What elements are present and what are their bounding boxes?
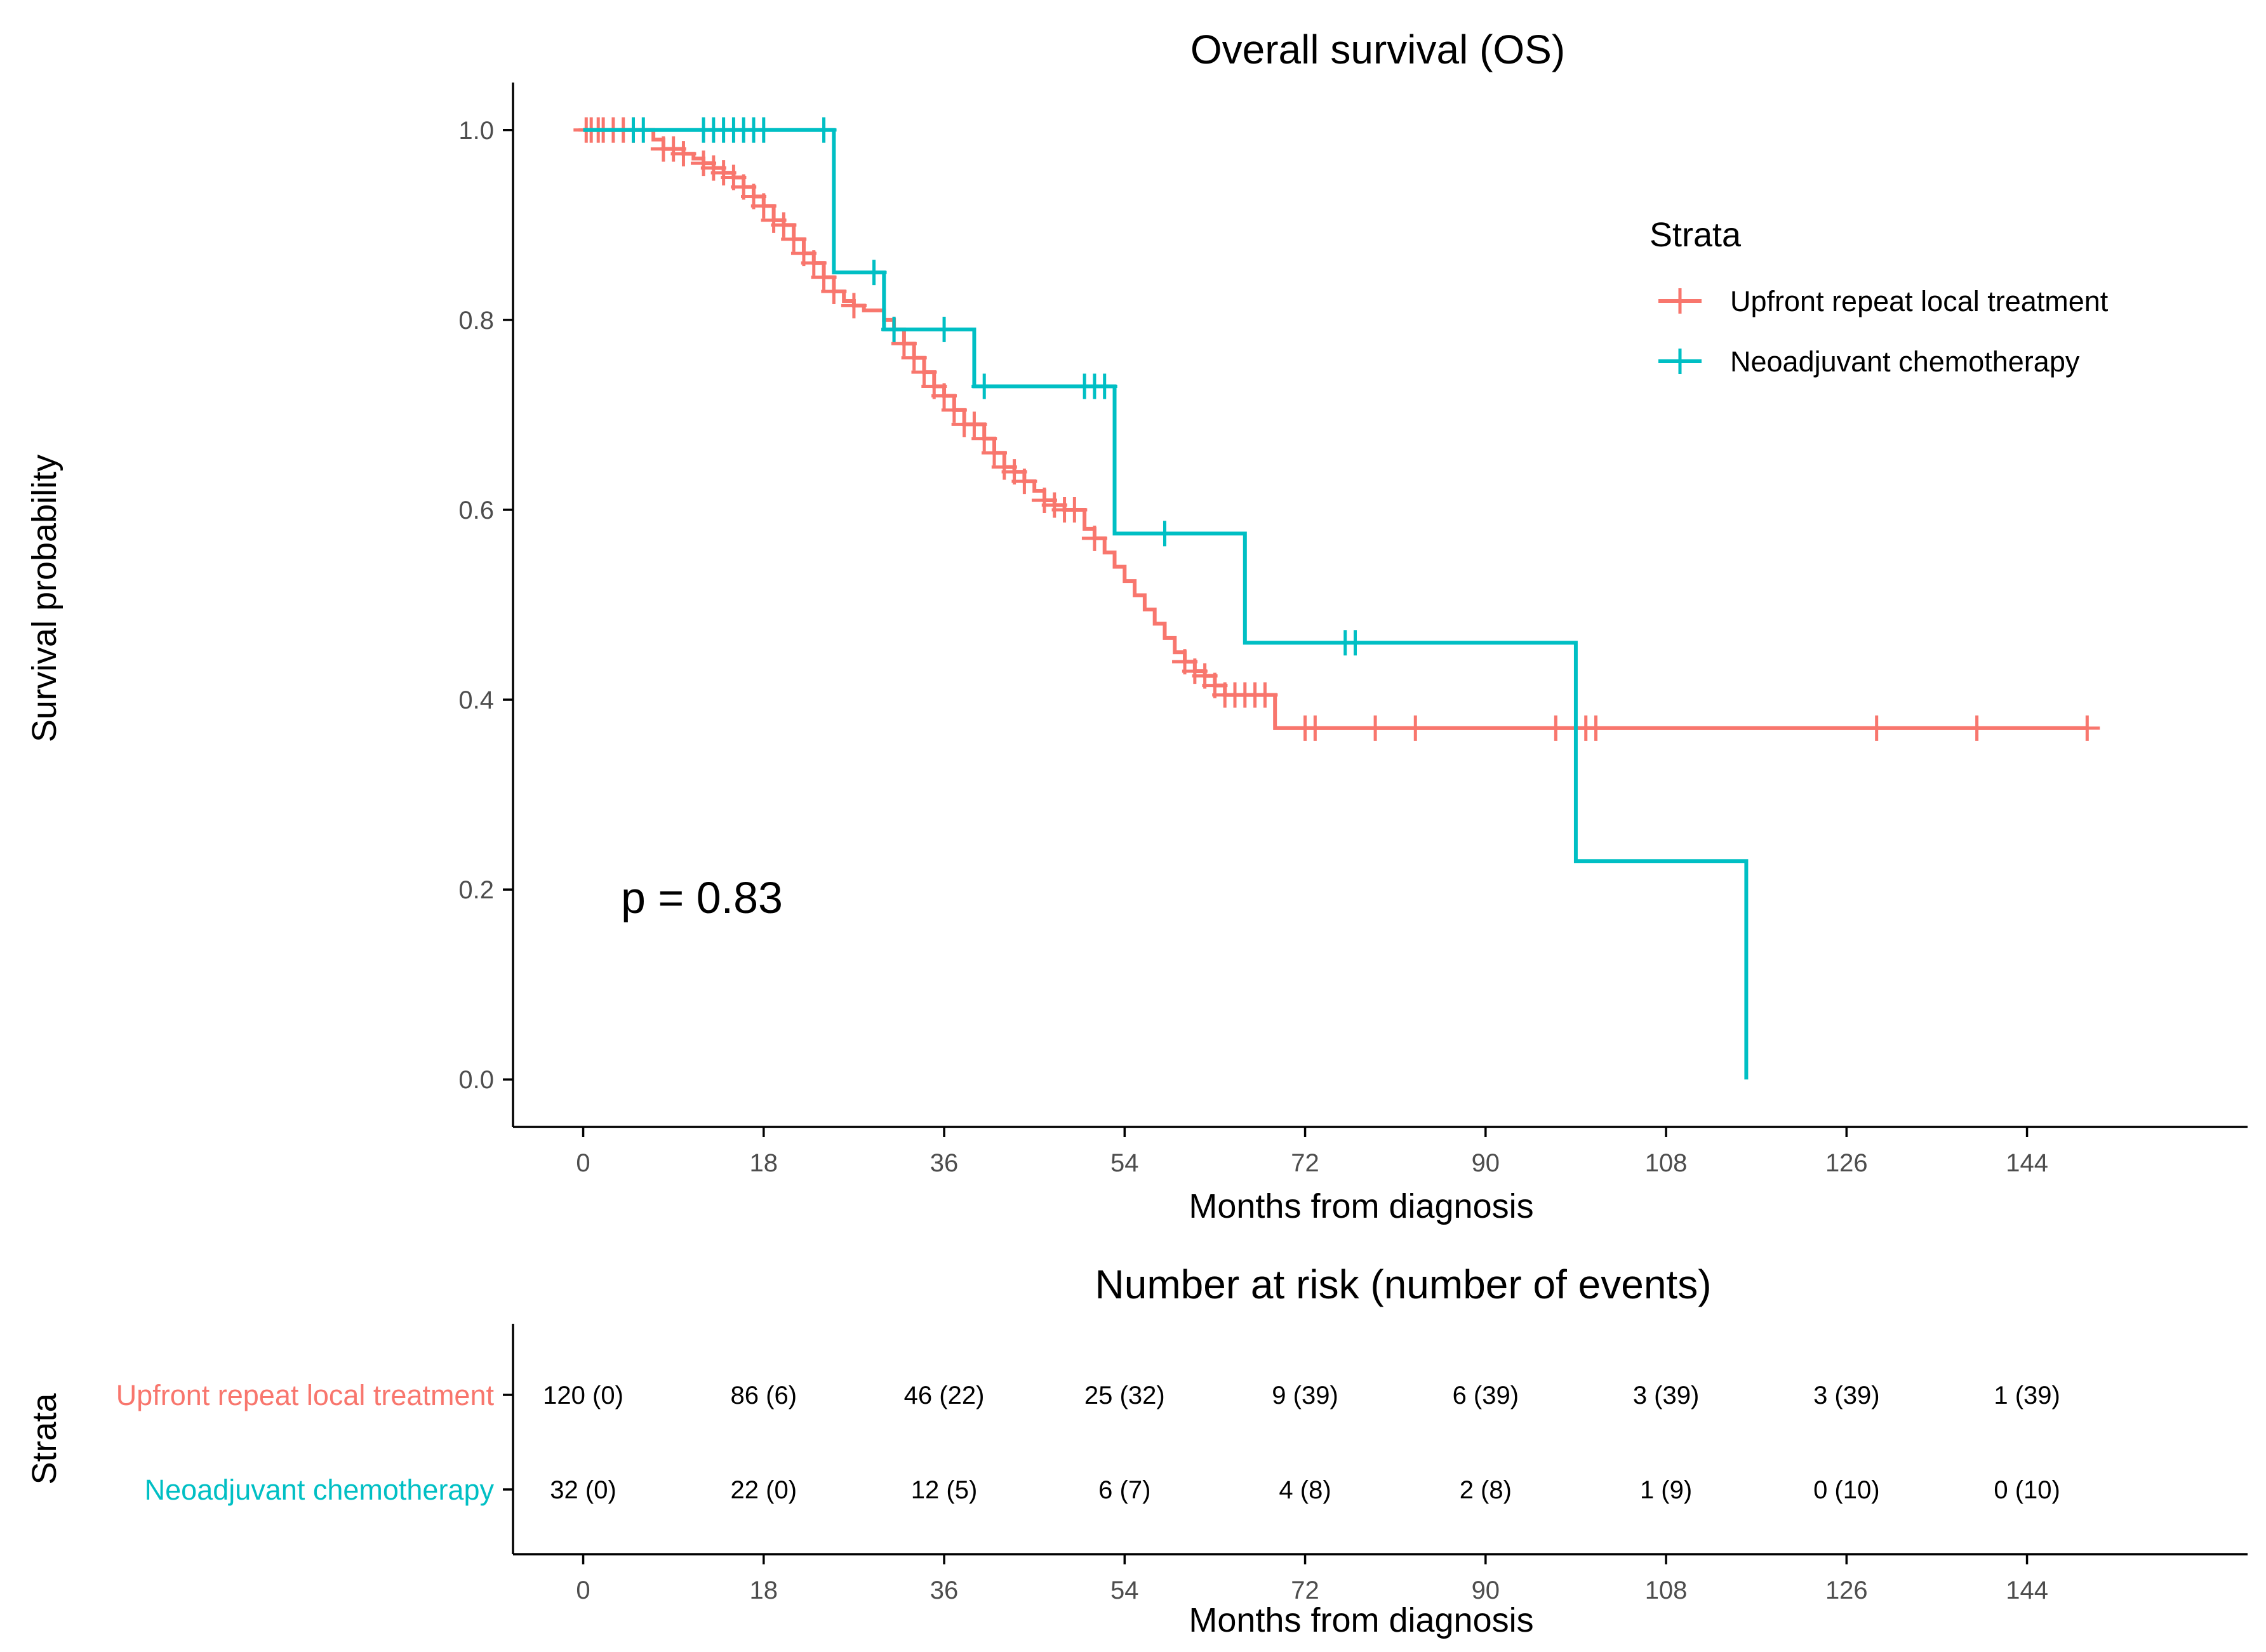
censor-mark bbox=[1342, 630, 1368, 656]
risk-cell: 9 (39) bbox=[1272, 1382, 1338, 1409]
censor-mark bbox=[1363, 715, 1389, 741]
censor-mark bbox=[1543, 715, 1569, 741]
survival-curve-upfront bbox=[583, 128, 2088, 730]
censor-mark bbox=[901, 345, 927, 371]
censor-mark bbox=[1302, 715, 1328, 741]
censor-mark bbox=[750, 117, 776, 143]
x-tick-label: 18 bbox=[750, 1149, 778, 1177]
x-axis-title: Months from diagnosis bbox=[1189, 1187, 1533, 1225]
censor-mark bbox=[750, 193, 776, 219]
risk-cell: 12 (5) bbox=[911, 1476, 978, 1504]
risk-cell: 2 (8) bbox=[1460, 1476, 1512, 1504]
risk-row-label-upfront: Upfront repeat local treatment bbox=[116, 1379, 495, 1411]
censor-mark bbox=[982, 440, 1008, 466]
risk-cell: 32 (0) bbox=[550, 1476, 616, 1504]
censor-mark bbox=[1964, 715, 1990, 741]
y-tick-label: 0.6 bbox=[458, 496, 494, 524]
risk-cell: 3 (39) bbox=[1633, 1382, 1700, 1409]
y-tick-label: 0.4 bbox=[458, 686, 494, 714]
y-tick-label: 0.2 bbox=[458, 876, 494, 904]
legend-key-censor bbox=[1667, 349, 1693, 374]
censor-mark bbox=[1062, 496, 1088, 523]
risk-cell: 1 (39) bbox=[1994, 1382, 2060, 1409]
risk-cell: 120 (0) bbox=[543, 1382, 623, 1409]
risk-y-axis-title: Strata bbox=[25, 1393, 63, 1485]
risk-table-title: Number at risk (number of events) bbox=[1095, 1262, 1712, 1307]
censor-mark bbox=[841, 293, 867, 319]
x-tick-label: 126 bbox=[1825, 1149, 1868, 1177]
censor-mark bbox=[781, 226, 807, 252]
censor-mark bbox=[670, 141, 696, 167]
risk-cell: 46 (22) bbox=[904, 1382, 985, 1409]
censor-mark bbox=[931, 383, 957, 409]
legend-title: Strata bbox=[1650, 216, 1742, 254]
risk-x-tick-label: 108 bbox=[1645, 1576, 1688, 1604]
censor-mark bbox=[2074, 715, 2100, 741]
censor-mark bbox=[1583, 715, 1609, 741]
censor-mark bbox=[1091, 373, 1117, 399]
censor-mark bbox=[911, 359, 937, 385]
censor-mark bbox=[771, 212, 797, 238]
risk-x-tick-label: 0 bbox=[576, 1576, 590, 1604]
chart-title: Overall survival (OS) bbox=[1190, 27, 1565, 72]
x-tick-label: 144 bbox=[2006, 1149, 2048, 1177]
legend-label-neoadjuvant: Neoadjuvant chemotherapy bbox=[1730, 345, 2080, 378]
censor-mark bbox=[1152, 521, 1178, 547]
x-tick-label: 90 bbox=[1472, 1149, 1500, 1177]
censor-mark bbox=[1252, 682, 1278, 708]
risk-cell: 4 (8) bbox=[1279, 1476, 1331, 1504]
censor-mark bbox=[811, 117, 837, 143]
x-tick-label: 0 bbox=[576, 1149, 590, 1177]
risk-cell: 86 (6) bbox=[731, 1382, 797, 1409]
y-tick-label: 0.0 bbox=[458, 1066, 494, 1094]
risk-x-axis-title: Months from diagnosis bbox=[1189, 1601, 1533, 1639]
risk-x-tick-label: 54 bbox=[1110, 1576, 1139, 1604]
x-tick-label: 36 bbox=[930, 1149, 959, 1177]
censor-mark bbox=[961, 411, 987, 437]
km-plot: Overall survival (OS) 0.0 0.2 0.4 0.6 0.8 1.0 0… bbox=[25, 27, 2248, 1225]
censor-mark bbox=[1863, 715, 1889, 741]
legend-label-upfront: Upfront repeat local treatment bbox=[1730, 285, 2109, 317]
censor-mark bbox=[891, 331, 917, 357]
y-tick-label: 1.0 bbox=[458, 117, 494, 145]
risk-cell: 1 (9) bbox=[1640, 1476, 1692, 1504]
risk-table: Number at risk (number of events) Upfront… bbox=[25, 1262, 2248, 1639]
risk-cell: 3 (39) bbox=[1813, 1382, 1880, 1409]
risk-x-tick-label: 126 bbox=[1825, 1576, 1868, 1604]
risk-cell: 22 (0) bbox=[731, 1476, 797, 1504]
y-tick-label: 0.8 bbox=[458, 307, 494, 335]
risk-x-tick-label: 72 bbox=[1291, 1576, 1319, 1604]
risk-x-tick-label: 36 bbox=[930, 1576, 959, 1604]
risk-cell: 25 (32) bbox=[1084, 1382, 1165, 1409]
x-tick-label: 54 bbox=[1110, 1149, 1139, 1177]
risk-x-tick-label: 90 bbox=[1472, 1576, 1500, 1604]
censor-mark bbox=[971, 425, 997, 451]
p-value-annotation: p = 0.83 bbox=[621, 873, 783, 923]
censor-mark bbox=[881, 316, 907, 342]
censor-mark bbox=[1081, 525, 1107, 551]
survival-curve-neoadjuvant bbox=[583, 128, 1749, 1080]
risk-cell: 6 (7) bbox=[1098, 1476, 1150, 1504]
censor-mark bbox=[630, 117, 656, 143]
censor-mark bbox=[1403, 715, 1429, 741]
censor-mark bbox=[941, 397, 967, 423]
risk-row-label-neoadjuvant: Neoadjuvant chemotherapy bbox=[145, 1474, 495, 1506]
legend-key-censor bbox=[1667, 288, 1693, 314]
y-axis-title: Survival probability bbox=[25, 455, 63, 742]
censor-mark bbox=[971, 373, 997, 399]
risk-cell: 0 (10) bbox=[1994, 1476, 2060, 1504]
risk-x-tick-label: 144 bbox=[2006, 1576, 2048, 1604]
censor-mark bbox=[811, 264, 837, 290]
x-tick-label: 72 bbox=[1291, 1149, 1319, 1177]
censor-mark bbox=[861, 260, 887, 286]
censor-mark bbox=[821, 279, 847, 304]
risk-cell: 0 (10) bbox=[1813, 1476, 1880, 1504]
censor-mark bbox=[1011, 469, 1037, 495]
x-tick-label: 108 bbox=[1645, 1149, 1688, 1177]
censor-mark bbox=[931, 316, 957, 342]
risk-cell: 6 (39) bbox=[1453, 1382, 1519, 1409]
risk-x-tick-label: 18 bbox=[750, 1576, 778, 1604]
censor-mark bbox=[801, 250, 827, 276]
